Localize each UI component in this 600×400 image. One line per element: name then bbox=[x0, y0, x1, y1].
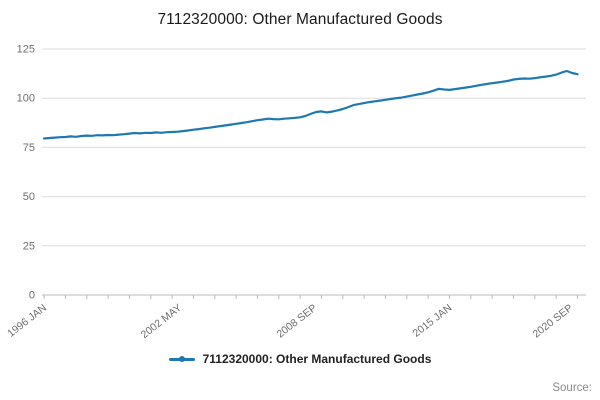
y-tick-label: 100 bbox=[17, 93, 35, 105]
chart-title: 7112320000: Other Manufactured Goods bbox=[157, 11, 443, 28]
x-tick-label: 2002 MAY bbox=[139, 302, 184, 341]
x-tick-label: 2020 SEP bbox=[531, 302, 576, 341]
x-tick-label: 2015 JAN bbox=[411, 302, 455, 340]
legend-label: 7112320000: Other Manufactured Goods bbox=[202, 352, 432, 366]
chart-legend[interactable]: 7112320000: Other Manufactured Goods bbox=[0, 347, 600, 371]
y-tick-label: 50 bbox=[23, 191, 35, 203]
chart-line-series bbox=[43, 69, 579, 140]
x-tick-label: 1996 JAN bbox=[5, 302, 49, 340]
y-tick-label: 125 bbox=[17, 44, 35, 56]
x-tick-label: 2008 SEP bbox=[275, 302, 320, 341]
y-tick-label: 75 bbox=[23, 142, 35, 154]
legend-line-swatch bbox=[168, 356, 195, 362]
line-chart: 0 25 50 75 100 125 1996 JAN 2002 MAY 2008 SEP 201… bbox=[5, 44, 586, 341]
source-label: Source: bbox=[552, 382, 592, 394]
y-tick-label: 0 bbox=[29, 290, 35, 302]
y-tick-label: 25 bbox=[23, 240, 35, 252]
